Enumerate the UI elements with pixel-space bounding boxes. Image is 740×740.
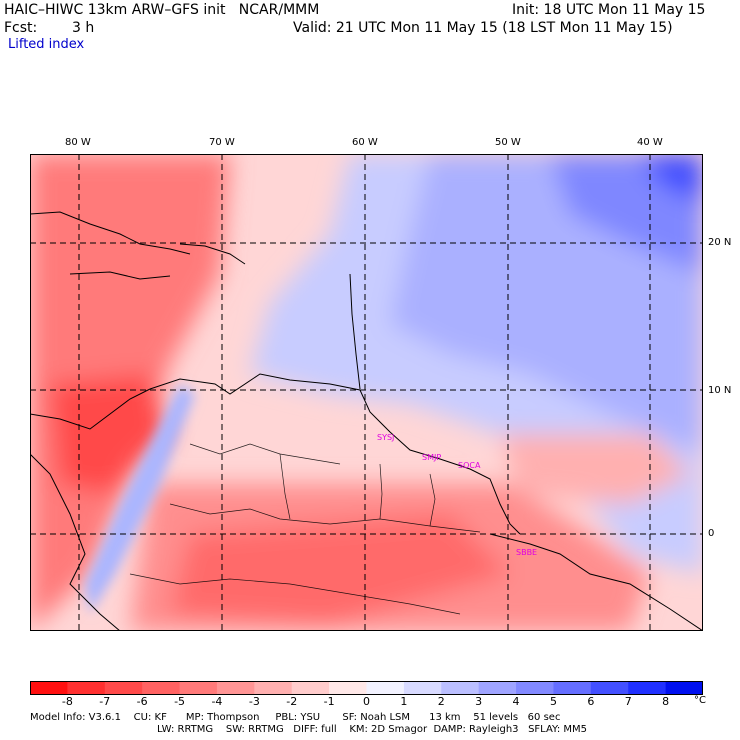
colorbar-swatch bbox=[441, 681, 480, 695]
colorbar-tick-label: 0 bbox=[363, 695, 370, 708]
station-label-soca: SOCA bbox=[458, 461, 481, 470]
colorbar-swatch bbox=[329, 681, 367, 695]
colorbar-swatch bbox=[516, 681, 554, 695]
model-info-line1: Model Info: V3.6.1 CU: KF MP: Thompson P… bbox=[30, 712, 561, 723]
station-label-sysj: SYSJ bbox=[377, 433, 394, 442]
lifted-index-map: SYSJ SMJP SOCA SBBE bbox=[30, 154, 703, 631]
andes-stable-band bbox=[85, 384, 195, 614]
colorbar-tick-label: 2 bbox=[437, 695, 445, 708]
station-label-smjp: SMJP bbox=[422, 453, 441, 462]
colorbar-tick-label: 5 bbox=[549, 695, 557, 708]
lon-label-80w: 80 W bbox=[65, 137, 91, 148]
colorbar-swatch bbox=[104, 681, 143, 695]
colorbar-swatch bbox=[628, 681, 667, 695]
colorbar-tick-label: 3 bbox=[475, 695, 483, 708]
valid-time: Valid: 21 UTC Mon 11 May 15 (18 LST Mon … bbox=[293, 20, 673, 36]
station-label-sbbe: SBBE bbox=[516, 548, 537, 557]
map-title: HAIC–HIWC 13km ARW–GFS init NCAR/MMM bbox=[4, 2, 320, 18]
colorbar bbox=[30, 680, 704, 695]
colorbar-swatch bbox=[142, 681, 181, 695]
graticule bbox=[30, 154, 703, 631]
colorbar-frame bbox=[30, 681, 703, 695]
colorbar-tick-label: 8 bbox=[662, 695, 670, 708]
lon-label-60w: 60 W bbox=[352, 137, 378, 148]
coastlines bbox=[30, 211, 703, 631]
lat-label-20n: 20 N bbox=[708, 237, 732, 248]
colorbar-swatch bbox=[30, 681, 68, 695]
colorbar-swatch bbox=[665, 681, 704, 695]
colorbar-swatch bbox=[254, 681, 293, 695]
model-info-line2: LW: RRTMG SW: RRTMG DIFF: full KM: 2D Sm… bbox=[157, 724, 587, 735]
field-name: Lifted index bbox=[8, 37, 85, 52]
lat-label-10n: 10 N bbox=[708, 385, 732, 396]
colorbar-swatch bbox=[179, 681, 218, 695]
colorbar-swatch bbox=[366, 681, 405, 695]
colorbar-swatch bbox=[590, 681, 629, 695]
colorbar-tick-label: 4 bbox=[512, 695, 520, 708]
colorbar-swatch bbox=[216, 681, 255, 695]
colorbar-tick-label: -5 bbox=[174, 695, 186, 708]
lon-label-50w: 50 W bbox=[495, 137, 521, 148]
colorbar-swatch bbox=[403, 681, 442, 695]
colorbar-swatch bbox=[291, 681, 330, 695]
colorbar-swatch bbox=[478, 681, 517, 695]
lon-label-70w: 70 W bbox=[209, 137, 235, 148]
colorbar-swatch bbox=[67, 681, 106, 695]
colorbar-tick-label: -6 bbox=[136, 695, 148, 708]
colorbar-tick-label: -4 bbox=[211, 695, 223, 708]
colorbar-swatch bbox=[553, 681, 592, 695]
colorbar-tick-label: 7 bbox=[624, 695, 632, 708]
lat-label-0: 0 bbox=[708, 528, 715, 539]
colorbar-swatches bbox=[30, 681, 704, 695]
lon-label-40w: 40 W bbox=[637, 137, 663, 148]
colorbar-unit: °C bbox=[694, 695, 706, 706]
station-labels: SYSJ SMJP SOCA SBBE bbox=[377, 433, 537, 557]
map-frame bbox=[30, 154, 703, 631]
forecast-hour: 3 h bbox=[72, 20, 95, 36]
colorbar-tick-label: -3 bbox=[248, 695, 260, 708]
forecast-label: Fcst: bbox=[4, 20, 38, 36]
colorbar-tick-label: 1 bbox=[400, 695, 408, 708]
init-time: Init: 18 UTC Mon 11 May 15 bbox=[512, 2, 706, 18]
colorbar-tick-label: -1 bbox=[323, 695, 335, 708]
colorbar-tick-label: -8 bbox=[61, 695, 73, 708]
country-borders bbox=[129, 443, 481, 615]
colorbar-tick-label: -2 bbox=[286, 695, 298, 708]
colorbar-tick-label: 6 bbox=[587, 695, 595, 708]
colorbar-tick-label: -7 bbox=[99, 695, 111, 708]
